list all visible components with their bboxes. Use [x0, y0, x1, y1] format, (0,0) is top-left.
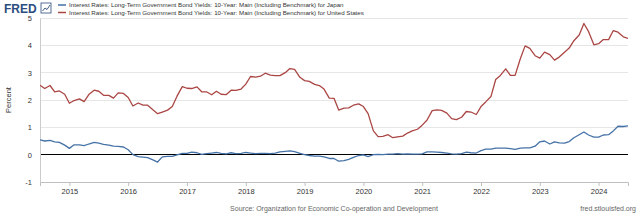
legend: Interest Rates: Long-Term Government Bon…	[58, 1, 364, 16]
chart: -101234520152016201720182019202020212022…	[0, 0, 640, 218]
x-tick-label: 2022	[473, 187, 490, 196]
x-tick: 2018	[238, 182, 255, 196]
source: Source: Organization for Economic Co-ope…	[230, 205, 438, 213]
x-tick-label: 2023	[532, 187, 549, 196]
x-tick: 2024	[591, 182, 608, 196]
x-tick: 2021	[414, 182, 431, 196]
x-tick-mark	[363, 182, 364, 186]
legend-label: Interest Rates: Long-Term Government Bon…	[69, 9, 364, 16]
grid-line	[40, 45, 628, 46]
x-tick-label: 2019	[297, 187, 314, 196]
x-tick-mark	[69, 182, 70, 186]
x-tick-mark	[305, 182, 306, 186]
x-tick: 2015	[62, 182, 79, 196]
logo-icon-line	[43, 5, 51, 11]
x-tick-label: 2024	[591, 187, 608, 196]
series-line	[40, 23, 628, 137]
x-tick-mark	[540, 182, 541, 186]
grid	[40, 18, 628, 182]
x-tick-label: 2016	[120, 187, 137, 196]
y-tick-label: 3	[28, 69, 32, 78]
y-tick-label: 0	[28, 151, 32, 160]
x-tick-mark	[481, 182, 482, 186]
y-tick-label: 2	[28, 96, 32, 105]
y-tick: 4	[28, 41, 40, 50]
legend-swatch	[58, 4, 66, 6]
logo-text: FRED	[4, 2, 37, 16]
x-tick-label: 2020	[356, 187, 373, 196]
y-axis: -1012345	[25, 14, 40, 187]
y-axis-title: Percent	[4, 86, 13, 113]
x-tick: 2022	[473, 182, 490, 196]
x-tick-label: 2017	[179, 187, 196, 196]
x-tick-mark	[599, 182, 600, 186]
grid-line	[40, 18, 628, 19]
y-tick: 2	[28, 96, 40, 105]
series-line	[40, 126, 628, 162]
x-axis-line	[41, 183, 629, 187]
x-tick: 2019	[297, 182, 314, 196]
x-tick-mark	[187, 182, 188, 186]
x-tick: 2017	[179, 182, 196, 196]
grid-line	[40, 72, 628, 73]
x-tick-mark	[128, 182, 129, 186]
x-tick-label: 2021	[414, 187, 431, 196]
legend-swatch	[58, 12, 66, 14]
y-axis-line	[40, 19, 41, 183]
x-tick: 2023	[532, 182, 549, 196]
y-tick: 1	[28, 123, 40, 132]
x-tick-label: 2018	[238, 187, 255, 196]
y-tick: -1	[25, 178, 40, 187]
grid-line	[40, 127, 628, 128]
source-url[interactable]: fred.stlouisfed.org	[580, 205, 636, 213]
x-tick: 2016	[120, 182, 137, 196]
x-axis: 2015 2016 2017 2018 2019 2020 2021 2022 2023 2024	[41, 182, 629, 196]
y-tick-label: 4	[28, 41, 32, 50]
logo: FRED	[4, 2, 51, 16]
y-tick: 0	[28, 151, 40, 160]
x-tick-mark	[246, 182, 247, 186]
background	[0, 0, 640, 218]
x-tick-label: 2015	[62, 187, 79, 196]
y-tick-label: 1	[28, 123, 32, 132]
zero-line	[40, 154, 628, 156]
logo-icon	[41, 3, 51, 13]
x-tick-mark	[422, 182, 423, 186]
plot-area	[40, 23, 628, 162]
x-tick: 2020	[356, 182, 373, 196]
y-tick: 3	[28, 69, 40, 78]
legend-label: Interest Rates: Long-Term Government Bon…	[69, 1, 344, 8]
y-tick-label: -1	[25, 178, 32, 187]
